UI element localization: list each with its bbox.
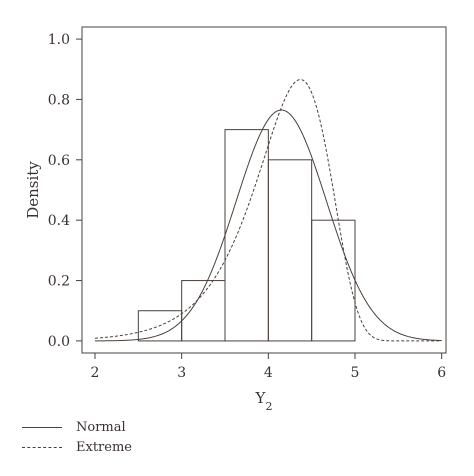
x-axis-label: Y2 bbox=[255, 389, 273, 410]
legend-label-extreme: Extreme bbox=[76, 440, 132, 455]
legend-item-extreme: Extreme bbox=[22, 440, 132, 455]
density-histogram-chart: 2 3 4 5 6 0.0 0.2 0.4 0.6 0.8 1.0 Y2 Density bbox=[24, 26, 447, 410]
legend-swatch-extreme bbox=[22, 447, 62, 448]
y-axis-label: Density bbox=[24, 161, 42, 219]
x-tick-label-3: 3 bbox=[177, 365, 186, 381]
plot-frame bbox=[81, 26, 447, 354]
x-tick-label-6: 6 bbox=[437, 365, 446, 381]
x-tick-label-4: 4 bbox=[264, 365, 273, 381]
legend-item-normal: Normal bbox=[22, 420, 126, 435]
legend-swatch-normal bbox=[22, 427, 62, 428]
y-tick-label-3: 0.6 bbox=[48, 153, 70, 169]
histogram-bar-4 bbox=[267, 159, 313, 342]
x-tick-label-2: 2 bbox=[91, 365, 100, 381]
density-curve-normal bbox=[95, 109, 442, 342]
x-axis-label-subscript: 2 bbox=[265, 400, 272, 411]
density-curve-extreme bbox=[94, 79, 442, 342]
y-tick-label-1: 0.2 bbox=[48, 274, 70, 290]
y-tick-label-0: 0.0 bbox=[48, 334, 70, 350]
y-tick-label-4: 0.8 bbox=[48, 92, 70, 108]
y-tick-label-5: 1.0 bbox=[48, 32, 70, 48]
y-tick-label-2: 0.4 bbox=[48, 213, 70, 229]
histogram-bar-5 bbox=[311, 219, 356, 342]
legend-label-normal: Normal bbox=[76, 420, 126, 435]
histogram-bar-3 bbox=[224, 129, 269, 342]
x-tick-label-5: 5 bbox=[351, 365, 360, 381]
